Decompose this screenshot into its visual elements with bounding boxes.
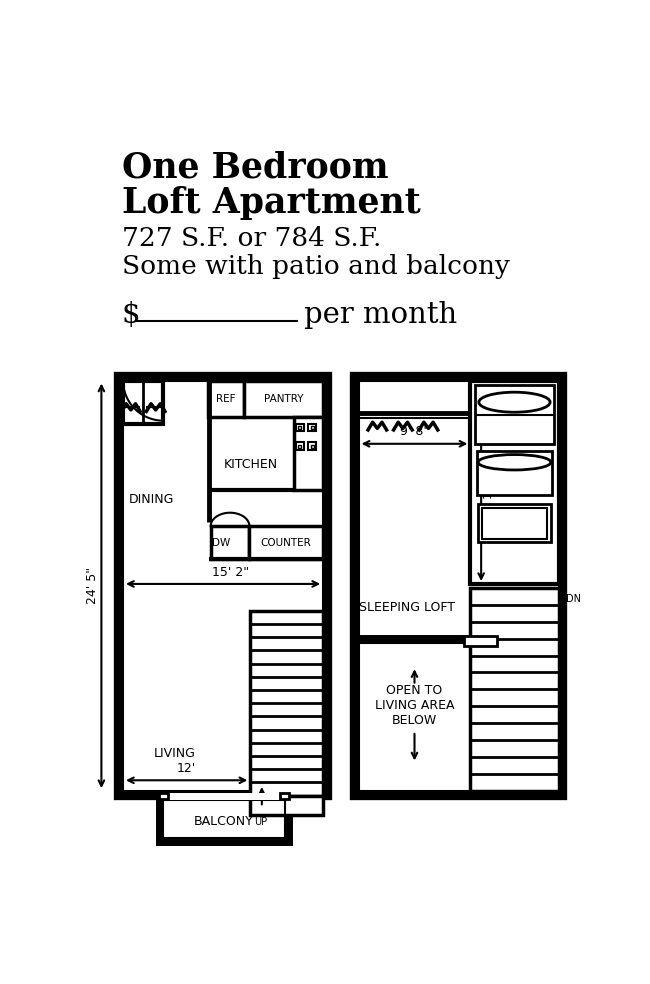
Bar <box>478 504 551 542</box>
Bar <box>250 611 323 796</box>
Bar <box>298 445 302 448</box>
Bar <box>298 426 302 429</box>
Bar <box>250 526 323 559</box>
Bar <box>308 424 316 431</box>
Text: One Bedroom: One Bedroom <box>122 151 388 184</box>
Text: PANTRY: PANTRY <box>264 394 304 403</box>
Bar <box>211 526 250 559</box>
Text: DW: DW <box>212 537 230 548</box>
Bar <box>123 381 163 424</box>
Bar <box>354 376 564 796</box>
Bar <box>471 587 558 791</box>
Bar <box>159 792 168 799</box>
Bar <box>294 417 323 490</box>
Bar <box>162 792 285 800</box>
Bar <box>471 381 558 584</box>
Bar <box>311 445 314 448</box>
Ellipse shape <box>479 393 550 412</box>
Bar <box>476 452 552 495</box>
Text: DINING: DINING <box>128 493 174 506</box>
Text: OPEN TO
LIVING AREA
BELOW: OPEN TO LIVING AREA BELOW <box>375 684 454 727</box>
Text: DN: DN <box>566 594 580 604</box>
Bar <box>123 381 323 791</box>
Bar <box>296 442 304 450</box>
Text: Some with patio and balcony: Some with patio and balcony <box>122 254 510 278</box>
Text: LIVING: LIVING <box>153 747 195 760</box>
Bar <box>308 442 316 450</box>
Text: 15' 2": 15' 2" <box>213 566 250 579</box>
Bar <box>311 426 314 429</box>
Text: UP: UP <box>254 818 267 828</box>
Bar <box>118 376 328 796</box>
Text: per month: per month <box>304 301 457 330</box>
Text: 9' 8": 9' 8" <box>400 425 429 439</box>
Bar <box>280 792 289 799</box>
Text: COUNTER: COUNTER <box>261 537 311 548</box>
Ellipse shape <box>478 455 551 470</box>
Bar <box>482 508 547 538</box>
Text: BALCONY: BALCONY <box>194 815 254 828</box>
Text: 12': 12' <box>177 762 196 774</box>
Text: $: $ <box>122 301 140 330</box>
Text: SLEEPING LOFT: SLEEPING LOFT <box>359 600 455 614</box>
Text: 11' 8": 11' 8" <box>484 465 494 499</box>
Text: REF: REF <box>216 394 235 403</box>
Bar <box>162 800 285 838</box>
Bar <box>464 636 497 646</box>
Text: KITCHEN: KITCHEN <box>224 459 278 471</box>
Bar <box>250 796 323 815</box>
Bar <box>159 796 289 842</box>
Bar <box>207 381 244 417</box>
Text: 727 S.F. or 784 S.F.: 727 S.F. or 784 S.F. <box>122 226 381 251</box>
Text: Loft Apartment: Loft Apartment <box>122 186 421 219</box>
Text: 24' 5": 24' 5" <box>86 568 99 604</box>
Bar <box>475 386 554 444</box>
Bar <box>359 381 558 791</box>
Bar <box>244 381 323 417</box>
Bar <box>296 424 304 431</box>
